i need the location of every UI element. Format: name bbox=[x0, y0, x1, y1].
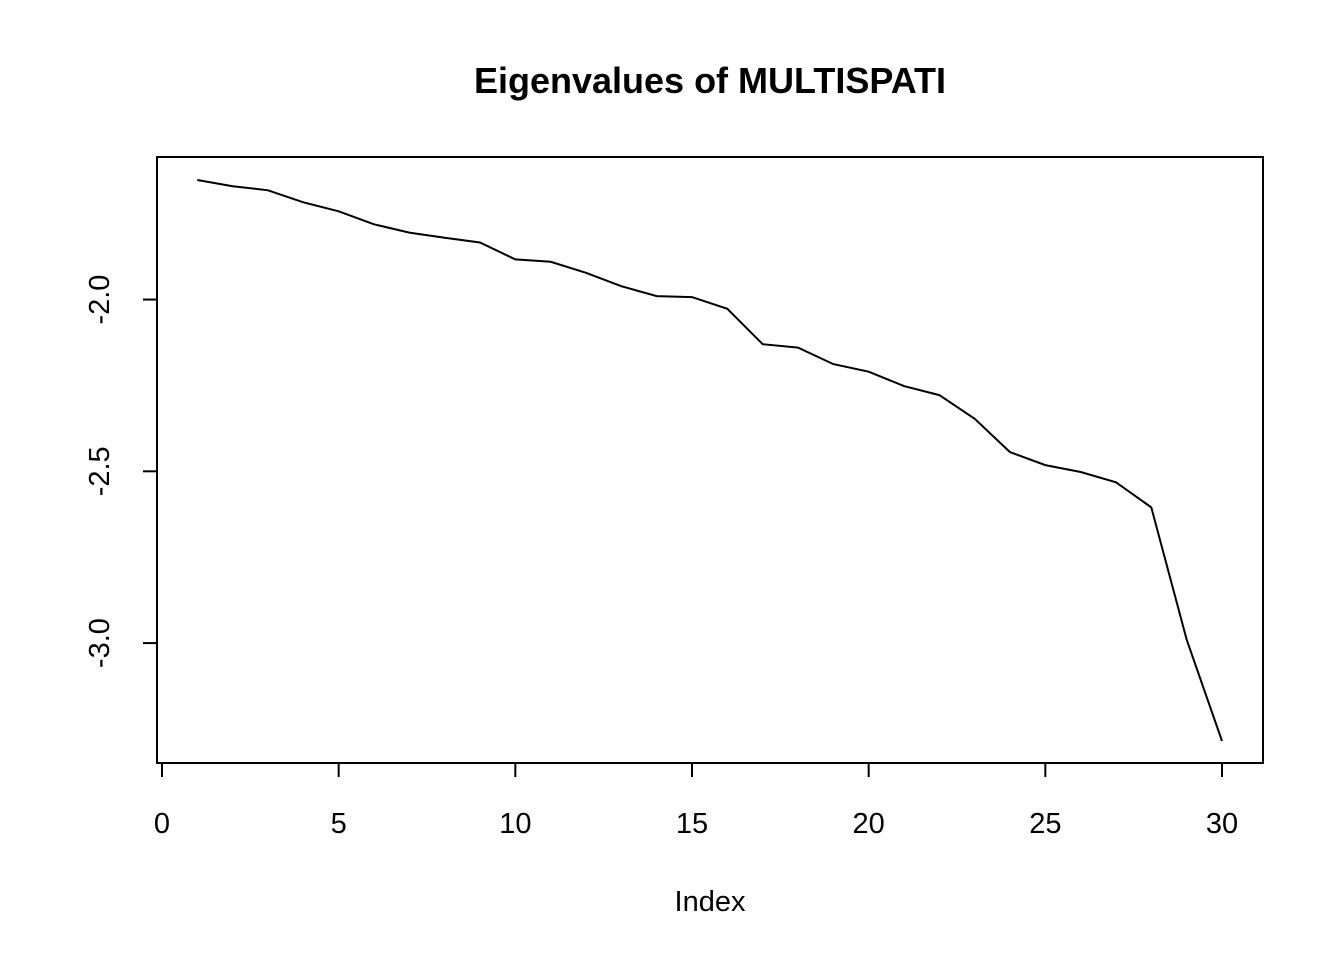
plot-area-border bbox=[156, 156, 1264, 764]
eigenvalue-series-line bbox=[197, 179, 1223, 742]
x-tick-label: 10 bbox=[499, 808, 531, 840]
x-tick-label: 5 bbox=[331, 808, 347, 840]
x-axis-label: Index bbox=[675, 886, 746, 918]
y-tick-label: -2.0 bbox=[84, 275, 116, 325]
x-tick-label: 20 bbox=[853, 808, 885, 840]
x-tick-label: 25 bbox=[1029, 808, 1061, 840]
x-tick-label: 15 bbox=[676, 808, 708, 840]
x-axis-ticks: 0 5 10 15 20 25 30 bbox=[154, 763, 1238, 840]
y-axis-ticks: -3.0 -2.5 -2.0 bbox=[84, 275, 157, 668]
y-tick-label: -3.0 bbox=[84, 618, 116, 668]
chart-title: Eigenvalues of MULTISPATI bbox=[474, 60, 946, 101]
y-tick-label: -2.5 bbox=[84, 446, 116, 496]
x-tick-label: 30 bbox=[1206, 808, 1238, 840]
x-tick-label: 0 bbox=[154, 808, 170, 840]
